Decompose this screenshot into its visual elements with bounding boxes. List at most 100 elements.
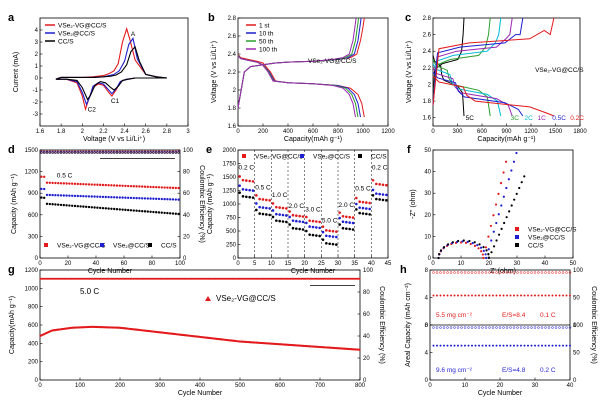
rate-point-e xyxy=(268,207,271,210)
ce-point-d xyxy=(65,151,68,154)
capacity-point-d xyxy=(62,203,65,207)
y-tick-label-d: 900 xyxy=(28,191,39,197)
capacity-point-d xyxy=(96,183,99,186)
rate-point-e xyxy=(318,226,321,230)
y-tick-label-g: 600 xyxy=(28,323,39,329)
eis-point-f xyxy=(446,243,450,246)
areal-capacity-point-h xyxy=(467,344,470,347)
ce-point-h xyxy=(460,326,463,329)
ce-point-h xyxy=(568,271,572,274)
ce-point-d xyxy=(160,151,164,154)
rate-point-e xyxy=(281,213,285,217)
y-tick-label-e: 250 xyxy=(226,243,237,249)
eis-point-f xyxy=(492,245,496,248)
y-tick-label-a: 1 xyxy=(35,64,39,70)
rate-point-e xyxy=(325,234,328,238)
eis-point-f xyxy=(451,241,454,244)
areal-capacity-point-h xyxy=(548,344,550,347)
eis-point-f xyxy=(487,256,491,260)
capacity-point-d xyxy=(160,186,163,189)
ce-point-h xyxy=(530,326,533,329)
y-tick-label-a: -2 xyxy=(33,100,39,106)
capacity-point-d xyxy=(45,202,49,206)
rate-point-e xyxy=(378,198,381,201)
areal-capacity-point-h xyxy=(481,344,484,347)
ce-point-h xyxy=(442,326,446,329)
x-tick-label-g: 300 xyxy=(155,383,166,389)
capacity-point-g xyxy=(358,348,361,351)
x-axis-label-a: Voltage (V vs Li/Li⁺) xyxy=(83,136,145,143)
y-tick-label-b: 2.4 xyxy=(228,52,237,58)
rate-point-e xyxy=(261,198,265,201)
capacity-point-d xyxy=(85,205,88,209)
areal-capacity-point-h xyxy=(453,294,456,297)
rate-point-e xyxy=(288,210,291,213)
areal-capacity-point-h xyxy=(502,344,505,347)
capacity-point-d xyxy=(43,175,46,179)
capacity-point-d xyxy=(143,197,147,200)
y-axis-label-f: -Z'' (ohm) xyxy=(410,189,417,219)
ce-point-h xyxy=(481,326,484,329)
eis-point-f xyxy=(480,250,483,253)
capacity-point-d xyxy=(149,210,152,214)
rate-point-e xyxy=(381,183,385,187)
y-tick-label-a: 4 xyxy=(35,28,39,34)
ce-point-d xyxy=(163,151,166,154)
capacity-point-d xyxy=(166,186,169,189)
capacity-point-d xyxy=(62,182,65,185)
ce-point-d xyxy=(107,151,110,154)
areal-capacity-point-h xyxy=(569,294,571,297)
y-tick-label-b: 2.2 xyxy=(228,70,237,76)
areal-capacity-point-h xyxy=(446,344,449,347)
eis-point-f xyxy=(439,249,443,252)
rate-point-e xyxy=(305,229,308,233)
areal-capacity-point-h xyxy=(555,294,557,297)
y-tick-label-c: 2.2 xyxy=(423,66,432,72)
capacity-point-d xyxy=(132,209,135,212)
plot-frame-a xyxy=(39,17,189,127)
eis-point-f xyxy=(518,186,521,190)
y2-tick-label-h: 0 xyxy=(573,378,577,384)
rate-point-e xyxy=(291,213,295,217)
ce-point-h xyxy=(453,326,456,329)
x-tick-label-d: 20 xyxy=(65,261,72,267)
eis-point-f xyxy=(510,169,513,172)
capacity-point-d xyxy=(169,186,172,189)
ce-point-h xyxy=(551,271,554,274)
y2-tick-label-g: 0 xyxy=(363,378,367,384)
areal-capacity-point-h xyxy=(460,344,463,347)
areal-capacity-point-h xyxy=(541,294,543,297)
ce-point-h xyxy=(533,326,537,329)
ce-point-h xyxy=(498,271,502,274)
capacity-point-d xyxy=(160,211,163,214)
areal-capacity-point-h xyxy=(516,344,519,347)
areal-capacity-point-h xyxy=(474,294,477,297)
rate-label-h-0: 0.1 C xyxy=(540,312,556,319)
rate-charge-4 xyxy=(432,17,524,106)
legend-f-2: CC/S xyxy=(528,243,544,250)
capacity-point-d xyxy=(62,194,65,197)
y-tick-label-h: 4 xyxy=(425,351,429,357)
rate-point-e xyxy=(248,195,251,199)
y2-tick-label-d: 100 xyxy=(183,148,194,154)
capacity-point-d xyxy=(43,196,46,200)
rate-point-e xyxy=(275,212,278,216)
eis-point-f xyxy=(500,204,503,207)
rate-label-e-0: 0.2 C xyxy=(239,164,255,171)
capacity-point-d xyxy=(73,204,77,208)
eis-point-f xyxy=(487,253,490,256)
capacity-point-d xyxy=(160,197,163,201)
legend-a-0: VSe₂-VG@CC/S xyxy=(58,23,107,30)
rate-point-e xyxy=(378,183,381,186)
x-tick-label-c: 1800 xyxy=(573,129,587,135)
y2-axis-label-g: Coulombic Efficiency (%) xyxy=(378,286,385,364)
ce-point-h xyxy=(547,271,551,274)
rate-point-e xyxy=(345,220,348,224)
y-tick-label-e: 1500 xyxy=(223,175,237,181)
panel-label-c: c xyxy=(405,12,411,24)
rate-label-e-2: 1.0 C xyxy=(272,192,288,199)
rate-label-e-3: 2.0 C xyxy=(289,203,305,210)
x-axis-label-c: Capacity(mAh g⁻¹) xyxy=(477,136,535,143)
legend-e-0: VSe₂-VG@CC/S xyxy=(255,154,304,161)
capacity-point-d xyxy=(138,209,141,213)
